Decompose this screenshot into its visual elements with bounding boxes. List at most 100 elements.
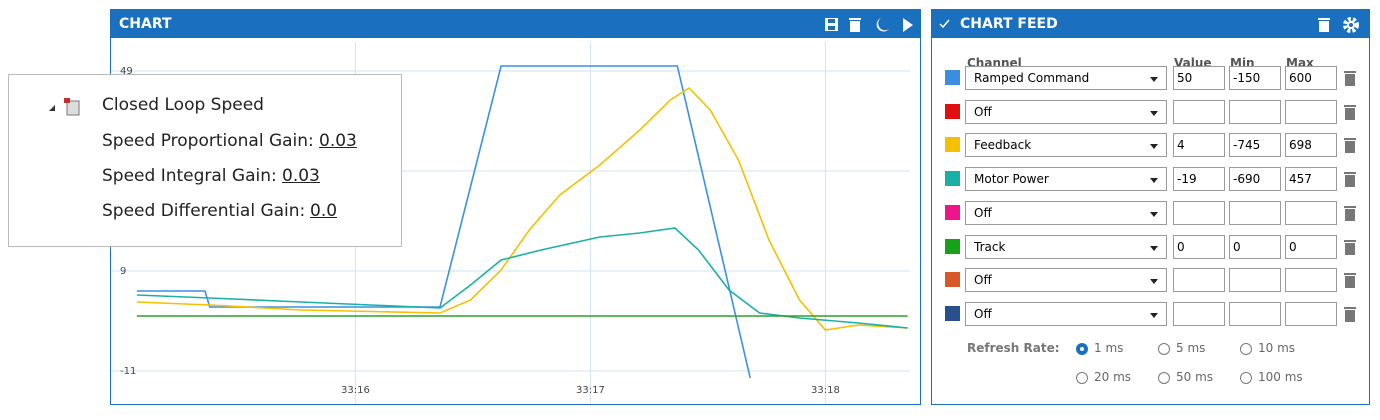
channel-max-input[interactable] — [1285, 99, 1337, 124]
delete-button[interactable] — [1318, 18, 1330, 32]
channel-name: Off — [974, 205, 992, 220]
channel-select[interactable]: Off — [965, 200, 1167, 225]
channel-select[interactable]: Track — [965, 234, 1167, 259]
channel-color[interactable] — [945, 137, 960, 153]
channel-value-input[interactable] — [1173, 200, 1225, 225]
channel-min-input[interactable] — [1229, 301, 1281, 326]
channel-select[interactable]: Off — [965, 301, 1167, 326]
delete-row-button[interactable] — [1344, 205, 1356, 221]
channel-value-input[interactable]: 0 — [1173, 234, 1225, 259]
y-tick-label: 9 — [120, 266, 126, 277]
channel-min-input[interactable] — [1229, 268, 1281, 293]
channel-max-input[interactable]: 698 — [1285, 133, 1337, 158]
channel-color[interactable] — [945, 204, 960, 220]
channel-max-input[interactable] — [1285, 301, 1337, 326]
delete-row-button[interactable] — [1344, 171, 1356, 188]
refresh-option[interactable]: 10 ms — [1240, 340, 1295, 356]
feed-header: CHART FEED — [932, 10, 1369, 38]
radio-circle — [1240, 342, 1252, 355]
channel-min-input[interactable] — [1229, 99, 1281, 124]
refresh-option-label: 100 ms — [1258, 370, 1303, 384]
feed-panel: CHART FEED Channel Value Min Max Ramped … — [931, 9, 1370, 405]
channel-min-input[interactable]: -150 — [1229, 66, 1281, 90]
trash-icon — [1344, 239, 1356, 255]
channel-min-input[interactable]: -690 — [1229, 167, 1281, 192]
trash-icon — [1344, 205, 1356, 221]
channel-value-input[interactable]: 4 — [1173, 133, 1225, 158]
channel-value-input[interactable] — [1173, 268, 1225, 293]
refresh-option[interactable]: 5 ms — [1158, 340, 1205, 356]
x-tick-label: 33:17 — [576, 385, 605, 396]
delete-row-button[interactable] — [1344, 306, 1356, 322]
node-title[interactable]: Closed Loop Speed — [102, 95, 264, 115]
channel-max-input[interactable] — [1285, 200, 1337, 225]
trash-icon — [1344, 273, 1356, 289]
dropdown-arrow — [1150, 312, 1158, 318]
channel-min-input[interactable]: 0 — [1229, 234, 1281, 259]
param-value[interactable]: 0.03 — [282, 166, 320, 186]
theme-button[interactable] — [876, 18, 889, 32]
refresh-option[interactable]: 20 ms — [1076, 369, 1131, 385]
radio-circle — [1076, 371, 1088, 384]
channel-color[interactable] — [945, 305, 960, 321]
delete-row-button[interactable] — [1344, 137, 1356, 154]
channel-color[interactable] — [945, 103, 960, 119]
refresh-option[interactable]: 100 ms — [1240, 369, 1303, 385]
channel-select[interactable]: Motor Power — [965, 167, 1167, 192]
channel-min-input[interactable] — [1229, 200, 1281, 225]
channel-color[interactable] — [945, 70, 960, 85]
channel-select[interactable]: Off — [965, 99, 1167, 124]
refresh-option[interactable]: 50 ms — [1158, 369, 1213, 385]
delete-row-button[interactable] — [1344, 70, 1356, 86]
channel-select[interactable]: Feedback — [965, 133, 1167, 158]
channel-name: Track — [974, 239, 1006, 254]
chart-header: CHART — [111, 10, 920, 38]
refresh-option-label: 50 ms — [1176, 370, 1214, 384]
radio-circle — [1158, 371, 1170, 384]
trash-icon — [1344, 104, 1356, 120]
dropdown-arrow — [1150, 211, 1158, 217]
param-label: Speed Differential Gain: — [102, 201, 306, 221]
save-button[interactable] — [825, 18, 838, 31]
channel-color[interactable] — [945, 238, 960, 254]
channel-name: Feedback — [974, 138, 1032, 153]
refresh-option[interactable]: 1 ms — [1076, 340, 1123, 356]
delete-row-button[interactable] — [1344, 272, 1356, 289]
channel-max-input[interactable]: 0 — [1285, 234, 1337, 259]
channel-value-input[interactable]: 50 — [1173, 66, 1225, 90]
param-value[interactable]: 0.0 — [310, 201, 338, 221]
delete-row-button[interactable] — [1344, 104, 1356, 120]
radio-circle — [1076, 342, 1088, 355]
channel-max-input[interactable] — [1285, 268, 1337, 293]
channel-value-input[interactable] — [1173, 301, 1225, 326]
channel-select[interactable]: Ramped Command — [965, 66, 1167, 90]
panel-title: CHART — [119, 16, 172, 32]
channel-color[interactable] — [945, 171, 960, 187]
parameter-popup: Closed Loop Speed Speed Proportional Gai… — [8, 74, 402, 247]
dropdown-arrow — [1150, 245, 1158, 251]
channel-color[interactable] — [945, 272, 960, 288]
refresh-option-label: 1 ms — [1094, 341, 1124, 355]
channel-value-input[interactable] — [1173, 99, 1225, 124]
channel-max-input[interactable]: 457 — [1285, 167, 1337, 192]
delete-row-button[interactable] — [1344, 239, 1356, 255]
trash-icon — [1344, 71, 1356, 86]
channel-value-input[interactable]: -19 — [1173, 167, 1225, 192]
channel-select[interactable]: Off — [965, 268, 1167, 293]
channel-min-input[interactable]: -745 — [1229, 133, 1281, 158]
collapse-icon[interactable] — [939, 19, 951, 29]
refresh-option-label: 10 ms — [1258, 341, 1296, 355]
channel-name: Off — [974, 306, 992, 321]
param-label: Speed Integral Gain: — [102, 166, 277, 186]
param-value[interactable]: 0.03 — [319, 131, 357, 151]
x-tick-label: 33:18 — [811, 385, 840, 396]
channel-name: Motor Power — [974, 172, 1049, 187]
delete-button[interactable] — [849, 18, 861, 32]
channel-max-input[interactable]: 600 — [1285, 66, 1337, 90]
panel-title: CHART FEED — [960, 16, 1058, 32]
settings-button[interactable] — [1343, 17, 1359, 33]
trash-icon — [1344, 172, 1356, 188]
play-button[interactable] — [903, 18, 913, 32]
